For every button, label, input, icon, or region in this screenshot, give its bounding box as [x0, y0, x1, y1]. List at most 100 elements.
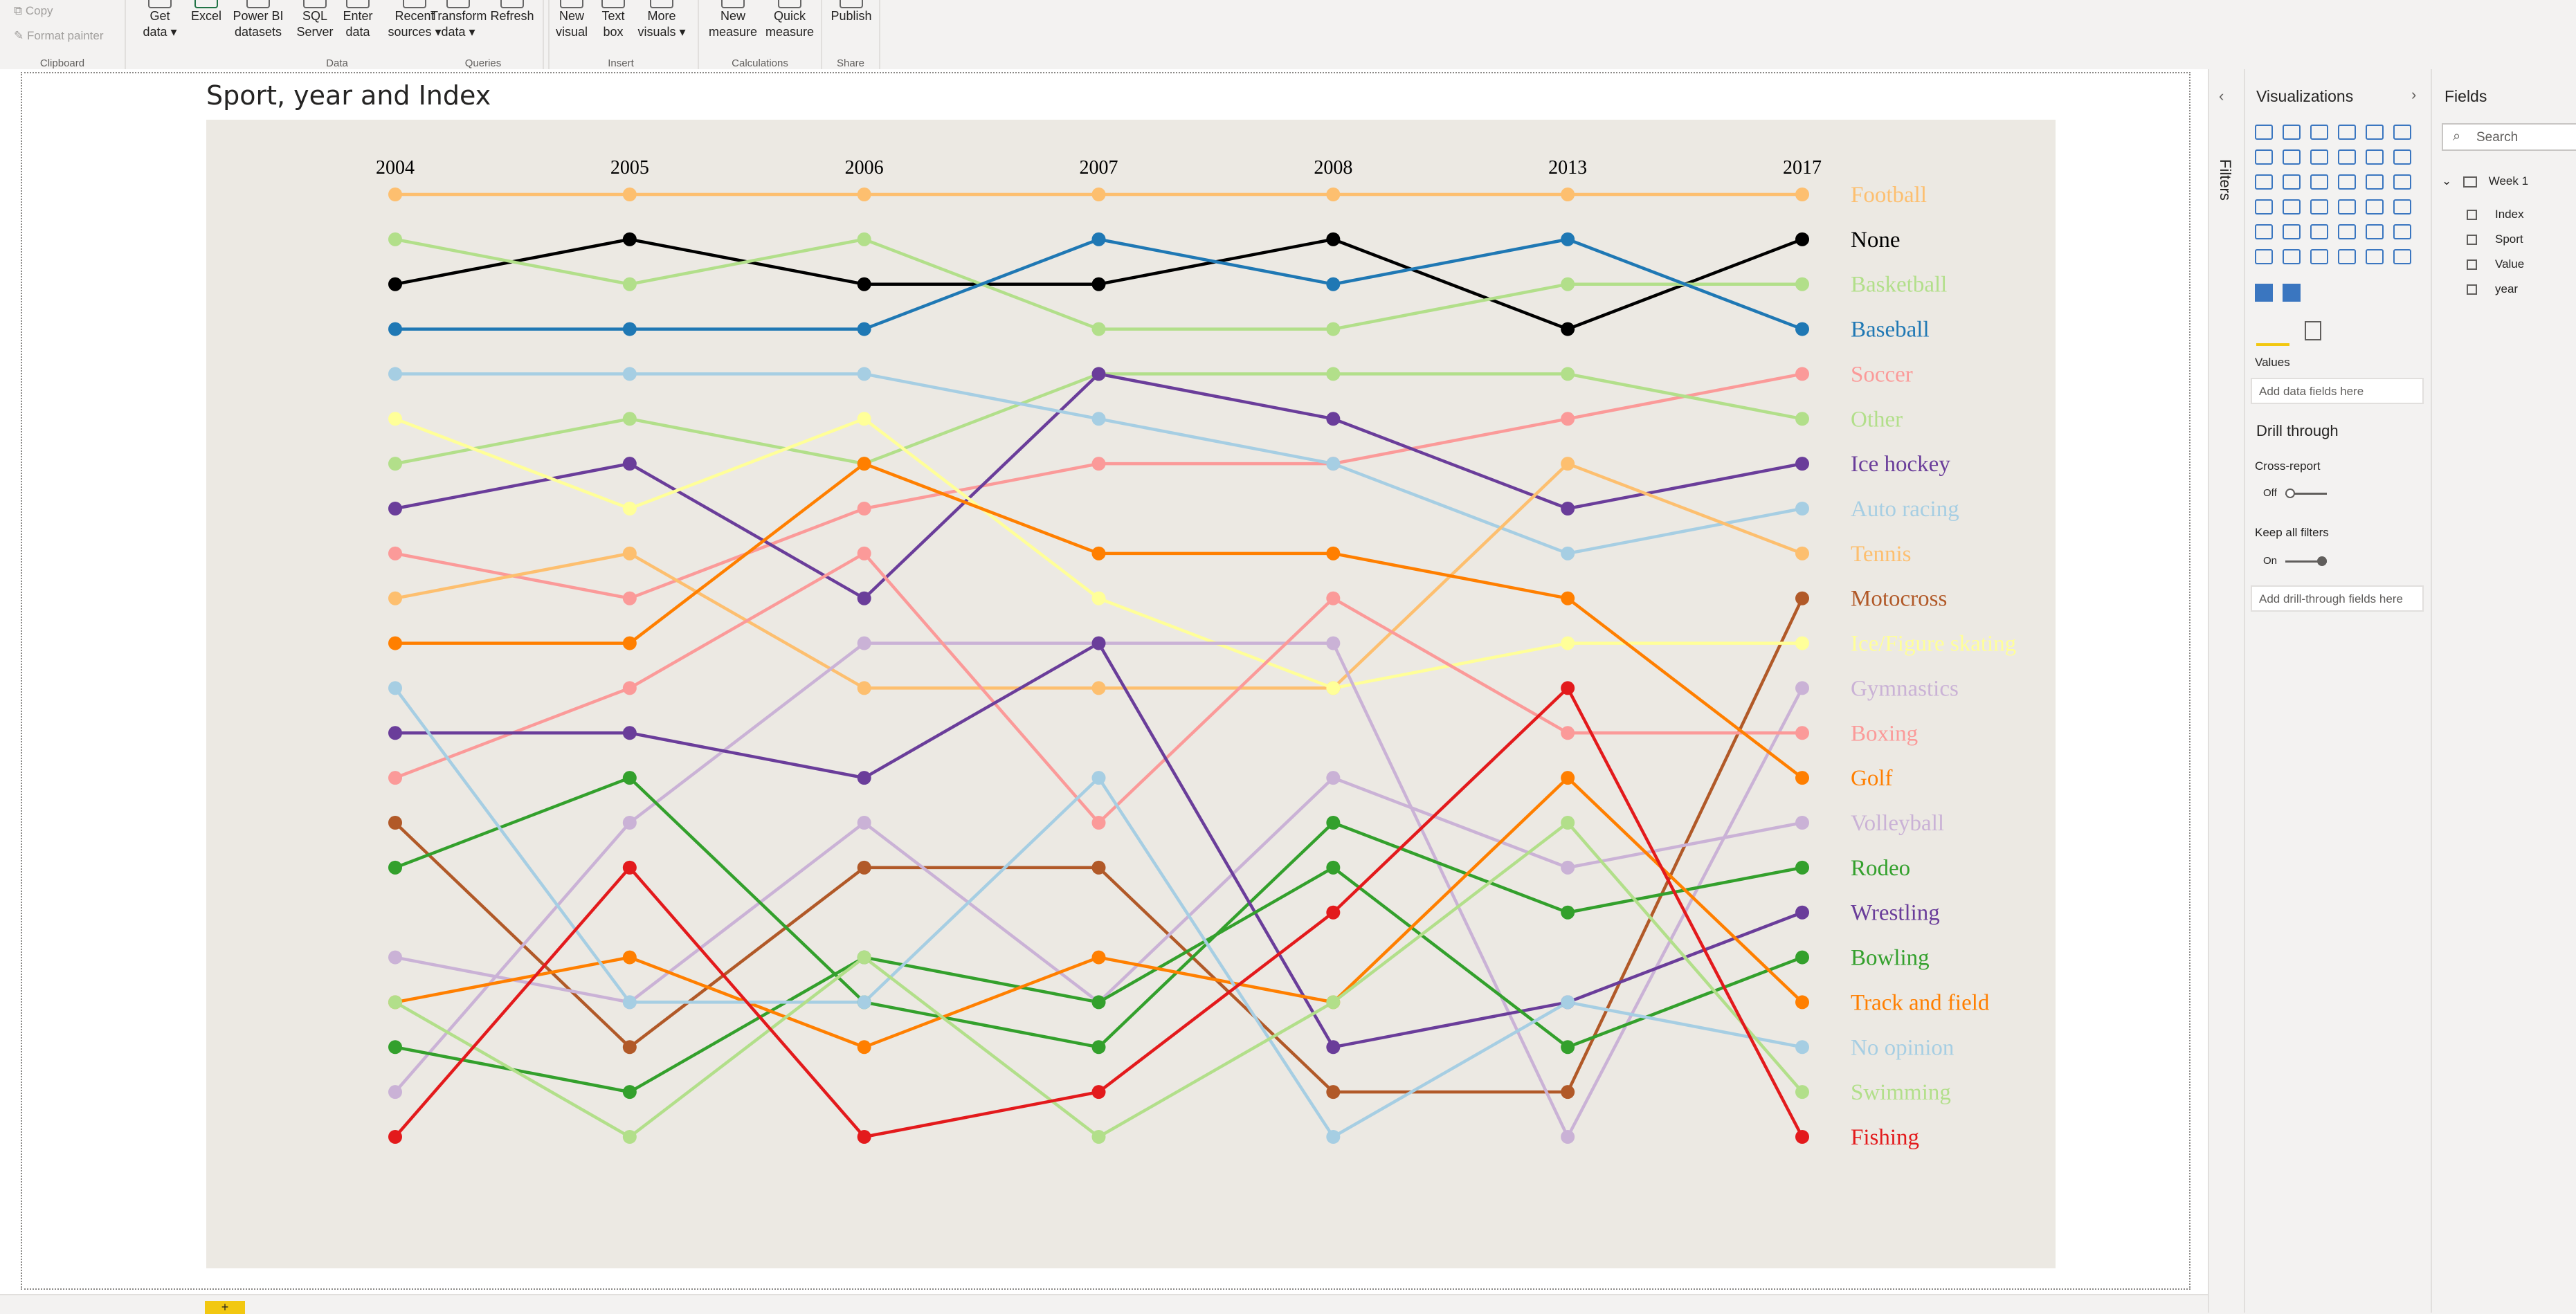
refresh-button[interactable]: Refresh — [486, 0, 538, 24]
data-point — [1326, 232, 1341, 246]
visual-type-icon[interactable] — [2283, 249, 2301, 264]
data-point — [1326, 681, 1341, 695]
format-tab-icon[interactable] — [2305, 321, 2321, 340]
values-label: Values — [2255, 356, 2290, 369]
visual-type-icon[interactable] — [2310, 125, 2328, 140]
field-checkbox[interactable] — [2467, 235, 2477, 246]
enter-data-button[interactable]: Enter data — [334, 0, 382, 40]
chart-background — [206, 120, 2056, 1268]
x-tick-label: 2008 — [1314, 157, 1352, 179]
new-measure-button[interactable]: New measure — [703, 0, 763, 40]
keep-all-filters-toggle[interactable] — [2285, 556, 2327, 566]
refresh-icon — [500, 0, 524, 8]
sql-server-button[interactable]: SQL Server — [291, 0, 339, 40]
visual-type-icon[interactable] — [2255, 149, 2273, 165]
visual-type-icon[interactable] — [2255, 125, 2273, 140]
visual-type-icon[interactable] — [2338, 149, 2356, 165]
data-point — [1795, 1040, 1809, 1055]
visual-type-icon[interactable] — [2393, 199, 2411, 215]
insert-group: New visual Text box More visuals ▾ Inser… — [544, 0, 699, 69]
field-table-week1[interactable]: ⌄ Week 1 — [2442, 174, 2528, 188]
custom-visual-icon-2[interactable] — [2283, 284, 2301, 302]
data-point — [1326, 905, 1341, 920]
field-value[interactable]: Value — [2467, 257, 2524, 271]
field-year[interactable]: year — [2467, 282, 2518, 296]
collapse-filters-icon[interactable]: ‹ — [2219, 87, 2224, 104]
data-point — [1561, 232, 1575, 246]
visual-type-icon[interactable] — [2338, 125, 2356, 140]
visual-type-icon[interactable] — [2393, 224, 2411, 239]
fields-search-input[interactable]: ⌕ Search — [2442, 123, 2576, 151]
visual-type-icon[interactable] — [2310, 249, 2328, 264]
visual-type-icon[interactable] — [2393, 174, 2411, 190]
visual-type-icon[interactable] — [2393, 149, 2411, 165]
drill-through-drop-zone[interactable]: Add drill-through fields here — [2251, 585, 2424, 612]
get-data-button[interactable]: Get data ▾ — [136, 0, 184, 40]
bump-chart-visual[interactable]: 2004 2005 2006 2007 2008 2013 2017 Football None… — [206, 120, 2056, 1268]
add-page-button[interactable]: + — [205, 1301, 245, 1314]
more-visuals-button[interactable]: More visuals ▾ — [634, 0, 689, 40]
power-bi-datasets-button[interactable]: Power BI datasets — [227, 0, 289, 40]
visual-type-icon[interactable] — [2393, 125, 2411, 140]
fields-tab-icon[interactable] — [2256, 320, 2289, 346]
visual-type-icon[interactable] — [2255, 199, 2273, 215]
data-point — [857, 322, 871, 336]
field-index[interactable]: Index — [2467, 208, 2524, 221]
visual-type-icon[interactable] — [2283, 199, 2301, 215]
page-tab-1[interactable] — [42, 1297, 104, 1314]
data-point — [388, 816, 402, 830]
visual-type-icon[interactable] — [2366, 125, 2384, 140]
page-tab-2[interactable] — [131, 1297, 194, 1314]
visual-type-icon[interactable] — [2310, 224, 2328, 239]
visual-type-icon[interactable] — [2283, 149, 2301, 165]
series-label: Auto racing — [1851, 497, 1959, 522]
new-visual-button[interactable]: New visual — [551, 0, 592, 40]
custom-visual-icon[interactable] — [2255, 284, 2273, 302]
transform-data-button[interactable]: Transform data ▾ — [430, 0, 487, 40]
data-group: Get data ▾ Excel Power BI datasets SQL S… — [126, 0, 550, 69]
visual-type-icon[interactable] — [2338, 224, 2356, 239]
visual-type-icon[interactable] — [2366, 199, 2384, 215]
visual-type-icon[interactable] — [2338, 174, 2356, 190]
data-point — [1795, 502, 1809, 515]
excel-button[interactable]: Excel — [185, 0, 227, 24]
values-drop-zone[interactable]: Add data fields here — [2251, 378, 2424, 404]
data-point — [1561, 367, 1575, 381]
visual-type-icon[interactable] — [2255, 249, 2273, 264]
visual-type-icon[interactable] — [2283, 125, 2301, 140]
series-label: Golf — [1851, 766, 1893, 791]
publish-button[interactable]: Publish — [825, 0, 878, 24]
visual-type-icon[interactable] — [2338, 249, 2356, 264]
visual-type-icon[interactable] — [2310, 149, 2328, 165]
data-point — [857, 1040, 871, 1055]
cross-report-toggle[interactable] — [2285, 489, 2327, 498]
field-checkbox[interactable] — [2467, 210, 2477, 221]
visual-type-icon[interactable] — [2366, 174, 2384, 190]
visual-type-icon[interactable] — [2283, 174, 2301, 190]
field-checkbox[interactable] — [2467, 259, 2477, 271]
data-point — [1091, 412, 1106, 426]
series-label: Gymnastics — [1851, 676, 1959, 701]
field-checkbox[interactable] — [2467, 284, 2477, 295]
visual-type-icon[interactable] — [2393, 249, 2411, 264]
copy-button[interactable]: ⧉ Copy — [14, 4, 53, 17]
expand-visualizations-icon[interactable]: › — [2411, 86, 2417, 103]
visual-type-icon[interactable] — [2310, 199, 2328, 215]
visual-type-icon[interactable] — [2255, 224, 2273, 239]
visual-type-icon[interactable] — [2366, 249, 2384, 264]
visual-type-icon[interactable] — [2255, 174, 2273, 190]
visual-type-icon[interactable] — [2366, 149, 2384, 165]
visual-type-icon[interactable] — [2310, 174, 2328, 190]
series-label: Wrestling — [1851, 901, 1940, 926]
field-sport[interactable]: Sport — [2467, 232, 2523, 246]
recent-sources-button[interactable]: Recent sources ▾ — [383, 0, 446, 40]
visual-type-icon[interactable] — [2283, 224, 2301, 239]
quick-measure-button[interactable]: Quick measure — [760, 0, 819, 40]
filters-pane[interactable]: ‹ Filters — [2208, 69, 2244, 1313]
data-point — [1326, 995, 1341, 1010]
visual-type-icon[interactable] — [2366, 224, 2384, 239]
format-painter-button[interactable]: ✎ Format painter — [14, 29, 104, 42]
field-label: Value — [2495, 257, 2525, 271]
text-box-button[interactable]: Text box — [594, 0, 633, 40]
visual-type-icon[interactable] — [2338, 199, 2356, 215]
